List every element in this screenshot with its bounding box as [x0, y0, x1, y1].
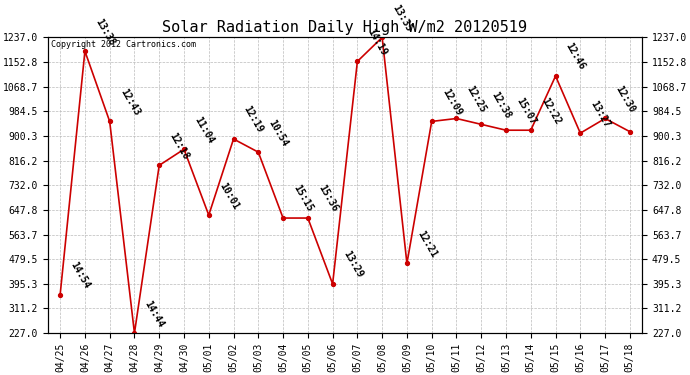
Text: 13:29: 13:29: [341, 249, 364, 280]
Title: Solar Radiation Daily High W/m2 20120519: Solar Radiation Daily High W/m2 20120519: [163, 20, 527, 35]
Text: 12:09: 12:09: [440, 87, 464, 117]
Text: 12:38: 12:38: [490, 90, 513, 120]
Text: 12:18: 12:18: [168, 131, 191, 161]
Text: 10:54: 10:54: [266, 117, 290, 148]
Text: 15:15: 15:15: [291, 183, 315, 214]
Text: 13:35: 13:35: [391, 3, 414, 33]
Text: 12:19: 12:19: [242, 104, 265, 135]
Text: 12:22: 12:22: [539, 96, 562, 126]
Text: 15:36: 15:36: [316, 183, 339, 214]
Text: 13:27: 13:27: [589, 99, 612, 129]
Text: 13:38: 13:38: [93, 16, 117, 47]
Text: 14:44: 14:44: [143, 298, 166, 329]
Text: 11:04: 11:04: [193, 115, 216, 145]
Text: 14:54: 14:54: [68, 260, 92, 291]
Text: 12:46: 12:46: [564, 41, 587, 72]
Text: 10:01: 10:01: [217, 180, 240, 211]
Text: 12:21: 12:21: [415, 229, 439, 259]
Text: 15:07: 15:07: [514, 96, 538, 126]
Text: 12:43: 12:43: [118, 87, 141, 117]
Text: 12:30: 12:30: [613, 84, 637, 114]
Text: 12:25: 12:25: [465, 84, 488, 114]
Text: 14:19: 14:19: [366, 27, 389, 57]
Text: Copyright 2012 Cartronics.com: Copyright 2012 Cartronics.com: [51, 40, 196, 50]
